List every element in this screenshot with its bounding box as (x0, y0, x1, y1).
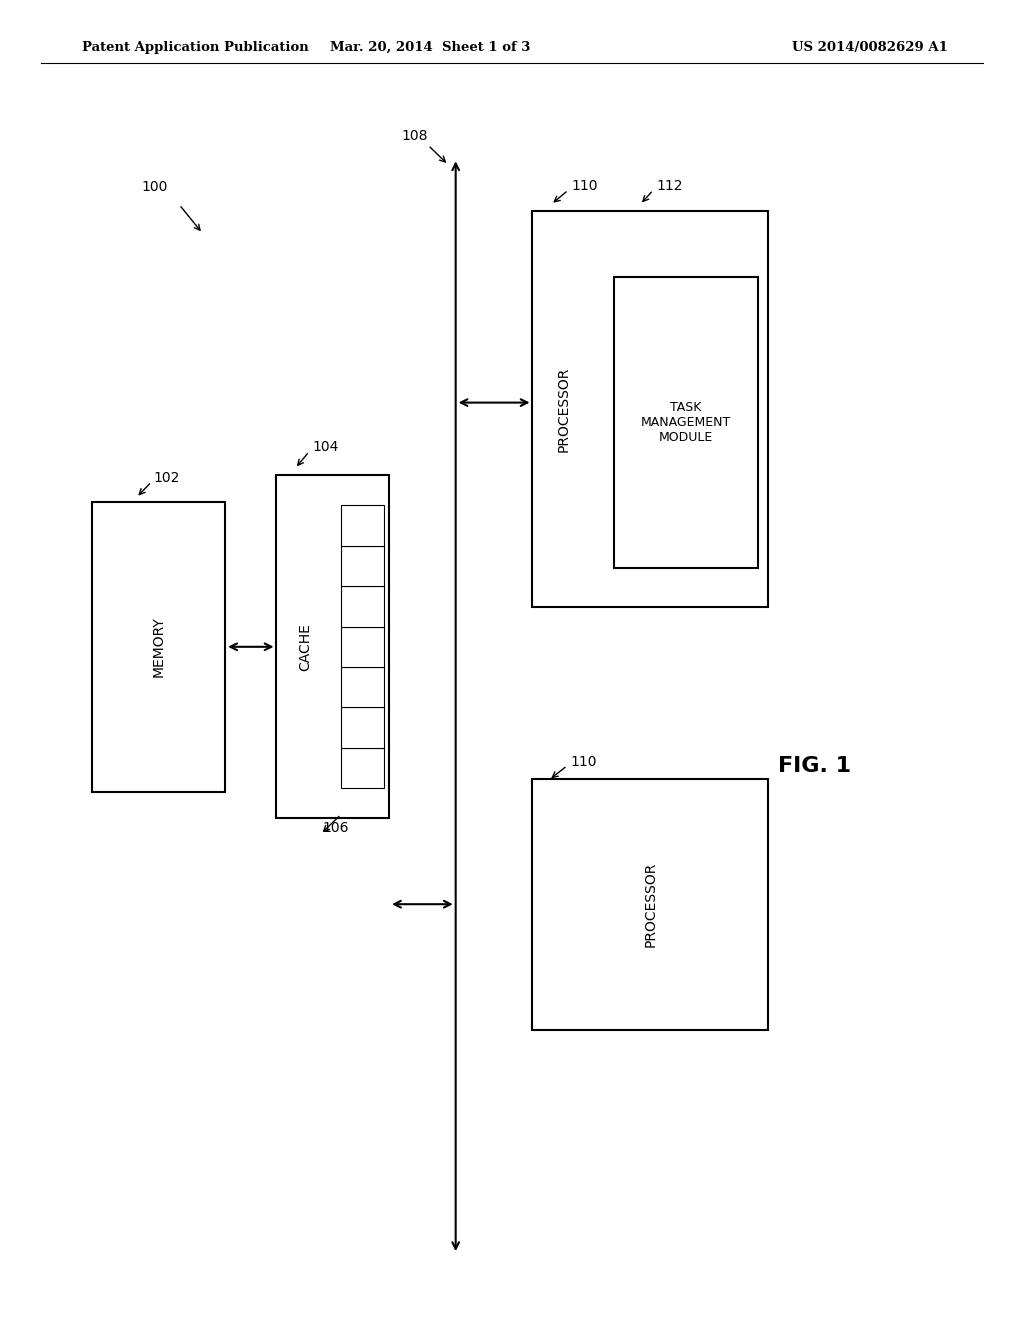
Bar (341, 627, 384, 667)
Text: 110: 110 (571, 180, 598, 193)
Text: TASK
MANAGEMENT
MODULE: TASK MANAGEMENT MODULE (641, 401, 731, 444)
Bar (532, 779, 768, 1030)
Text: MEMORY: MEMORY (152, 616, 166, 677)
Bar (341, 667, 384, 708)
Bar (341, 747, 384, 788)
Bar (92, 502, 225, 792)
Text: 112: 112 (656, 180, 683, 193)
Text: 104: 104 (312, 441, 339, 454)
Text: 108: 108 (401, 129, 428, 143)
Bar (341, 708, 384, 747)
Bar (276, 475, 389, 818)
Text: 100: 100 (141, 181, 168, 194)
Bar (532, 211, 768, 607)
Text: US 2014/0082629 A1: US 2014/0082629 A1 (793, 41, 948, 54)
Bar (341, 546, 384, 586)
Bar (614, 277, 758, 568)
Bar (341, 586, 384, 627)
Text: PROCESSOR: PROCESSOR (556, 367, 570, 451)
Text: Patent Application Publication: Patent Application Publication (82, 41, 308, 54)
Text: PROCESSOR: PROCESSOR (643, 862, 657, 946)
Text: CACHE: CACHE (298, 623, 312, 671)
Bar (341, 506, 384, 546)
Text: Mar. 20, 2014  Sheet 1 of 3: Mar. 20, 2014 Sheet 1 of 3 (330, 41, 530, 54)
Text: FIG. 1: FIG. 1 (777, 755, 851, 776)
Text: 102: 102 (154, 471, 180, 484)
Text: 110: 110 (570, 755, 597, 768)
Text: 106: 106 (323, 821, 349, 834)
